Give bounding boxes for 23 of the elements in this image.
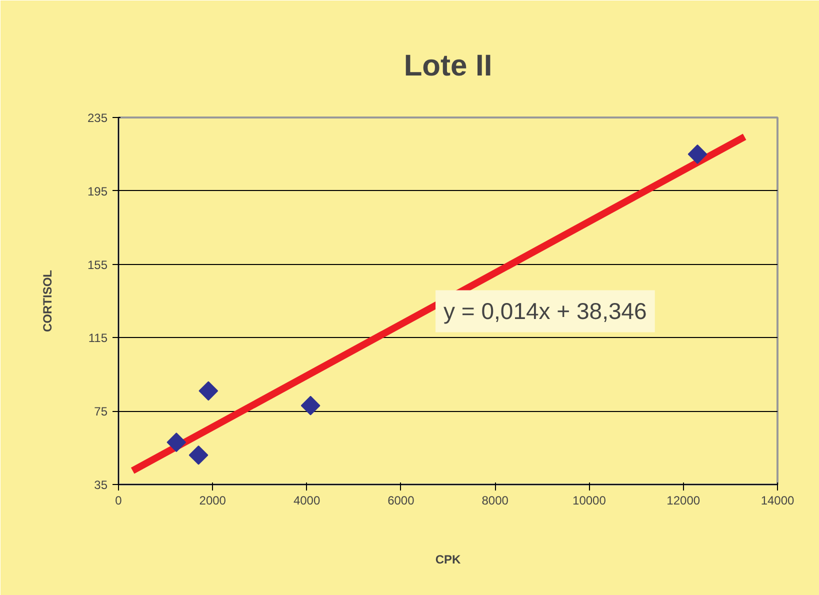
y-tick-label: 195	[87, 184, 108, 198]
x-tick-label: 2000	[199, 494, 226, 508]
point	[188, 445, 208, 465]
y-tick-label: 115	[88, 331, 108, 346]
x-tick-label: 8000	[482, 494, 509, 508]
x-tick-label: 14000	[760, 494, 795, 508]
y-tick-label: 75	[94, 404, 108, 419]
chart-title: Lote II	[404, 50, 492, 82]
y-tick-label: 235	[87, 111, 108, 125]
y-tick-label: 35	[94, 478, 108, 492]
y-axis-title: CORTISOL	[40, 270, 54, 332]
x-tick-label: 4000	[293, 494, 320, 508]
x-tick-label: 0	[115, 494, 122, 508]
point	[166, 432, 186, 452]
y-tick-label: 155	[87, 258, 108, 272]
point	[688, 144, 708, 164]
point	[300, 396, 320, 416]
x-tick-label: 12000	[666, 494, 700, 508]
x-tick-label: 6000	[388, 494, 415, 508]
annotation: y = 0,014x + 38,346	[444, 298, 647, 324]
x-axis-title: CPK	[435, 552, 461, 566]
point	[198, 381, 218, 401]
x-tick-label: 10000	[572, 494, 606, 508]
